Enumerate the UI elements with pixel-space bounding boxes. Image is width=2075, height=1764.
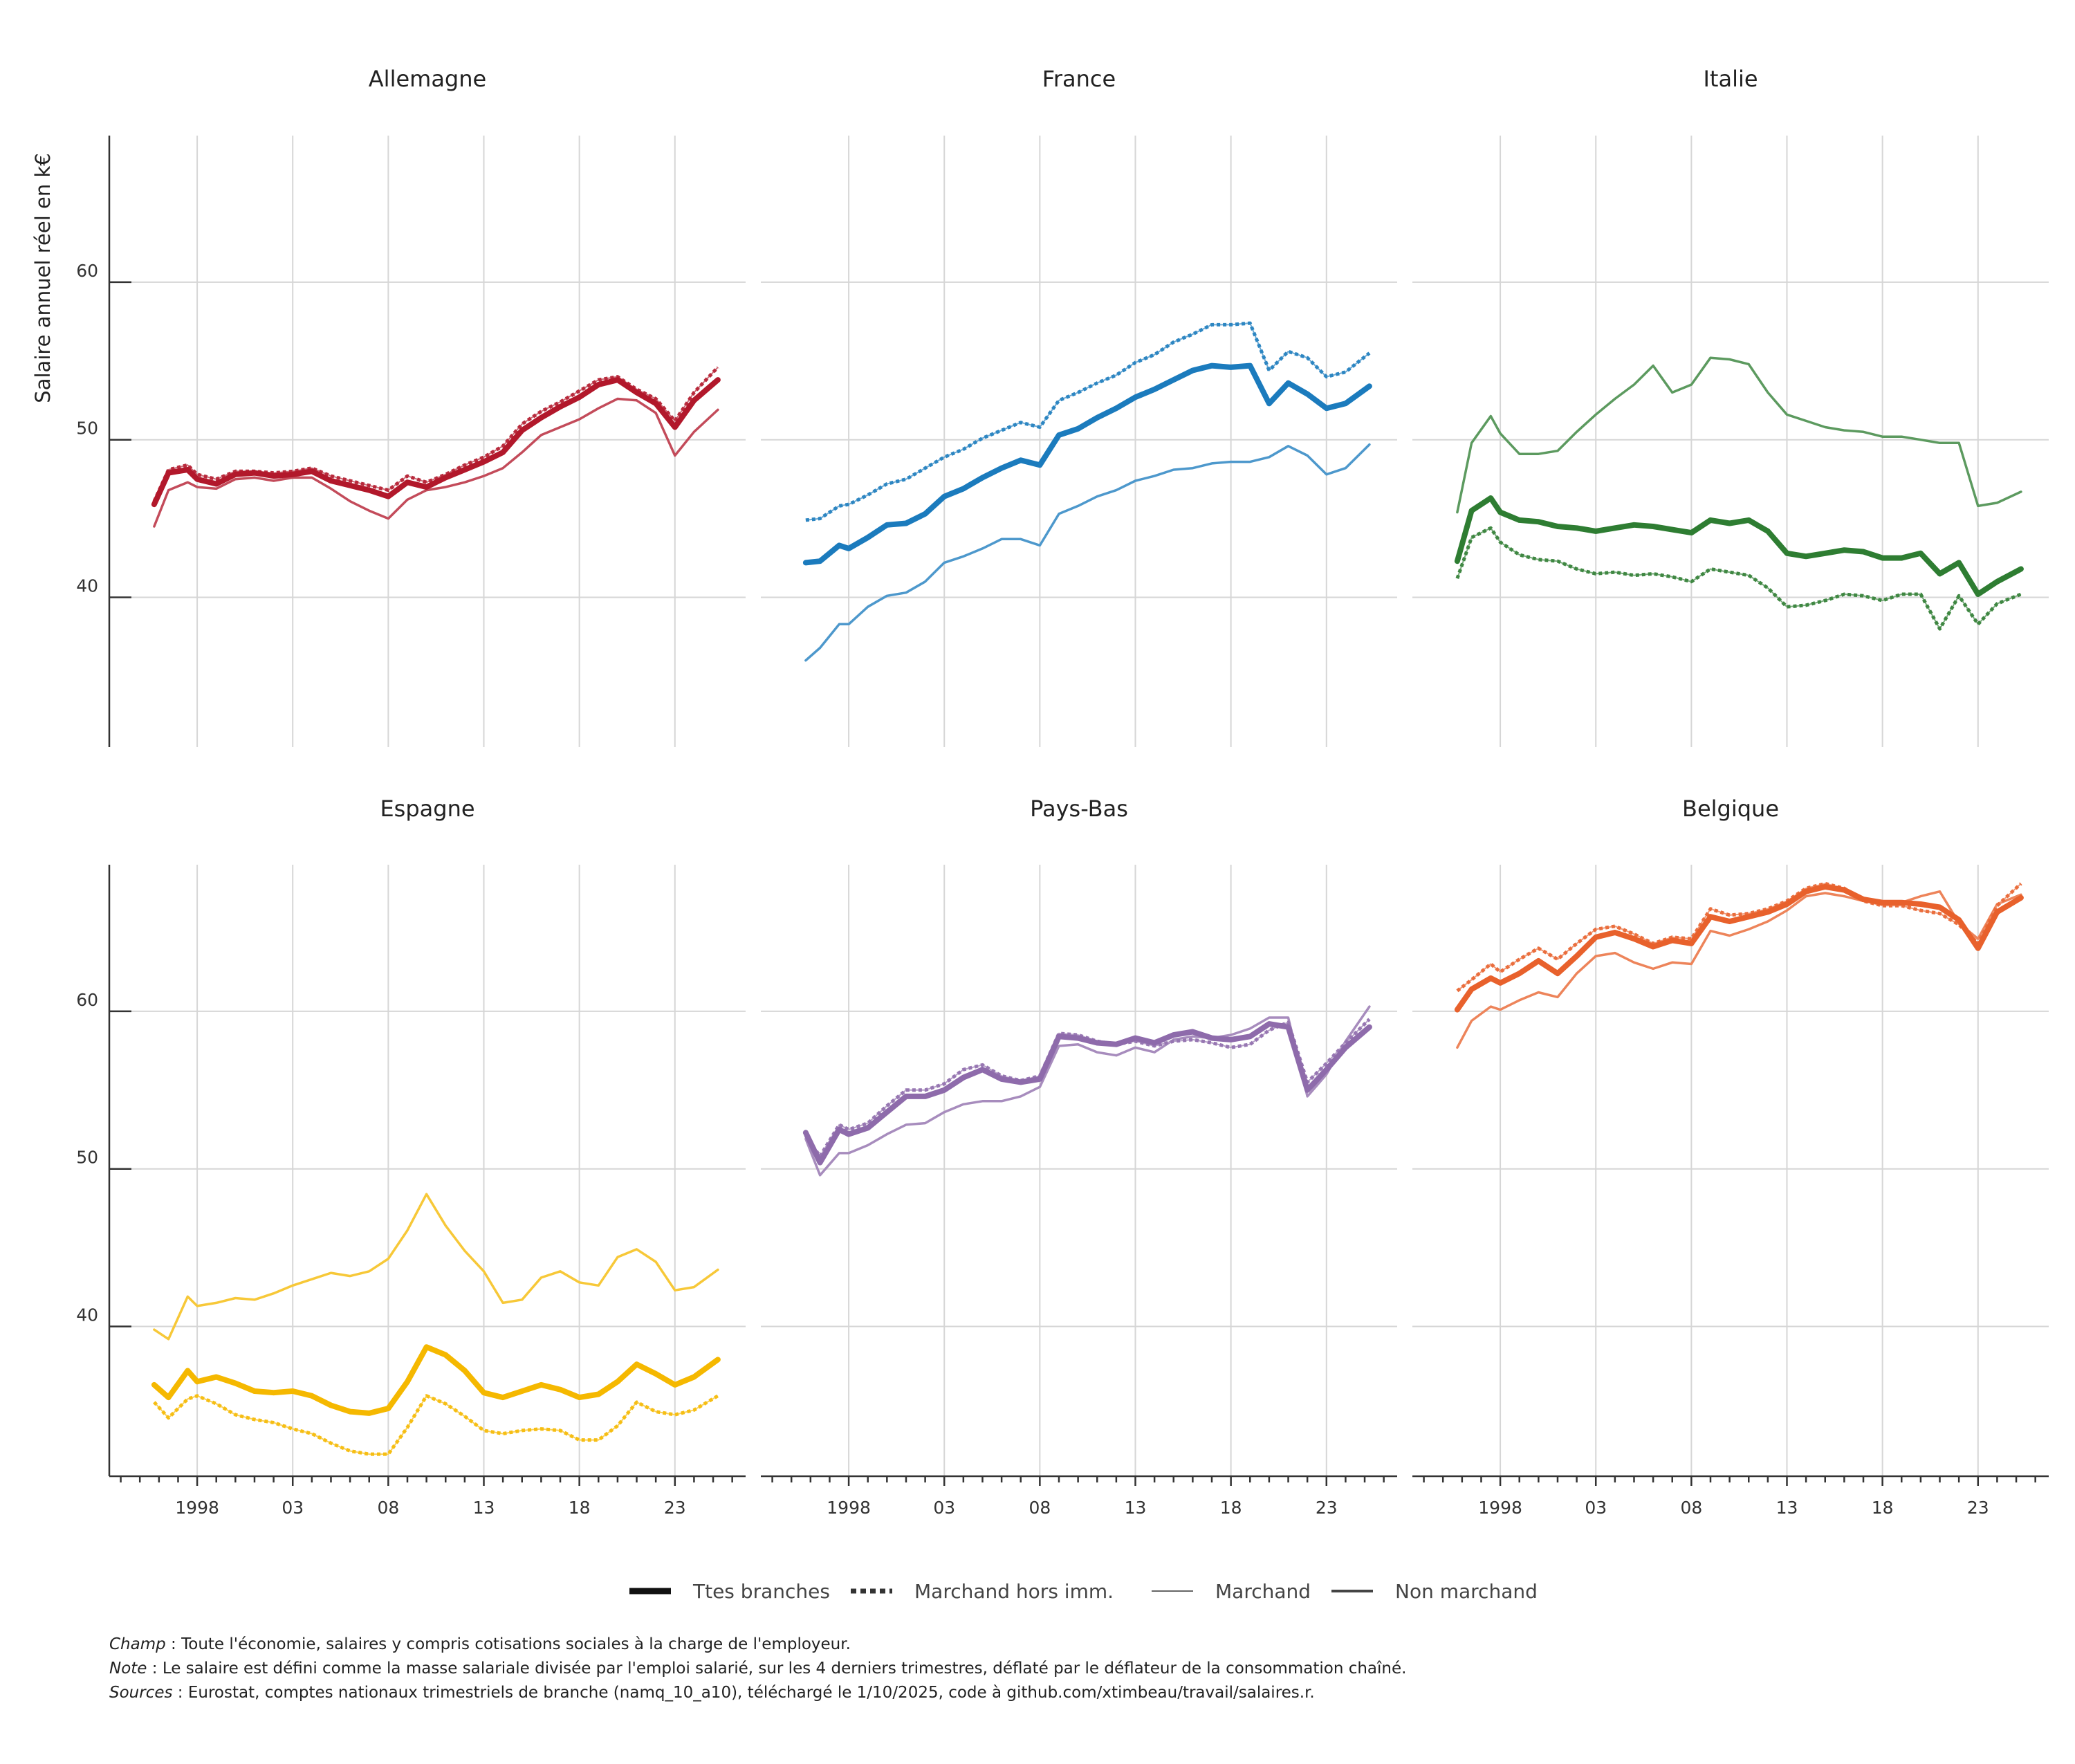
series-line-mhi-underlay (1457, 883, 2022, 992)
series-line-mhi-underlay (154, 1395, 719, 1455)
panel-pays-bas: Pays-Bas 1998 03 08 13 18 23 (761, 796, 1397, 1518)
x-tick-label: 13 (1125, 1498, 1147, 1518)
series-line-ttes (802, 1021, 1372, 1166)
legend-label-ttes: Ttes branches (692, 1580, 830, 1603)
series-line-mar (804, 1005, 1371, 1177)
panel-italie: Italie (1412, 66, 2049, 747)
legend-label-mhi: Marchand hors imm. (914, 1580, 1114, 1603)
x-tick-label: 23 (1316, 1498, 1338, 1518)
series-line-mhi (805, 321, 1371, 522)
legend-item-nm: Non marchand (1331, 1580, 1538, 1603)
x-tick-label: 08 (1680, 1498, 1702, 1518)
footnotes: Champ : Toute l'économie, salaires y com… (109, 1633, 2046, 1705)
series-line-mhi (1456, 881, 2022, 993)
panel-belgique: Belgique 1998 03 08 13 18 23 (1412, 796, 2049, 1518)
x-tick-label: 1998 (1478, 1498, 1522, 1518)
series-line-ttes (1454, 495, 2024, 597)
panel-title: Allemagne (369, 66, 486, 92)
legend-label-mar: Marchand (1215, 1580, 1311, 1603)
y-axis-label: Salaire annuel réel en k€ (31, 153, 55, 403)
x-tick-label: 08 (1029, 1498, 1051, 1518)
legend: Ttes branches Marchand hors imm. Marchand N… (629, 1580, 1538, 1603)
x-tick-label: 13 (1776, 1498, 1798, 1518)
x-tick-label: 1998 (175, 1498, 219, 1518)
series-line-ttes (151, 1344, 721, 1416)
y-tick-label: 50 (76, 419, 98, 439)
series-line-mhi (804, 1018, 1371, 1158)
x-tick-label: 03 (933, 1498, 955, 1518)
panel-espagne: Espagne 40 50 60 1998 03 08 13 18 23 (76, 796, 746, 1518)
y-tick-label: 60 (76, 261, 98, 281)
series-line-mar (804, 443, 1371, 662)
series-line-mar (1456, 890, 2022, 1049)
panel-title: Italie (1703, 66, 1758, 92)
series-line-mhi-underlay (1456, 527, 2022, 631)
x-tick-label: 23 (1967, 1498, 1989, 1518)
footnote-sources: Sources : Eurostat, comptes nationaux tr… (109, 1684, 1315, 1702)
series-line-ttes (1454, 883, 2024, 1013)
series-line-mar (1456, 356, 2022, 514)
panel-title: France (1042, 66, 1116, 92)
x-tick-label: 08 (377, 1498, 399, 1518)
series-line-mhi (152, 366, 719, 502)
x-tick-label: 13 (473, 1498, 495, 1518)
x-tick-label: 18 (1220, 1498, 1242, 1518)
x-tick-label: 03 (282, 1498, 304, 1518)
x-tick-label: 03 (1585, 1498, 1607, 1518)
x-tick-label: 18 (569, 1498, 591, 1518)
footnote-champ: Champ : Toute l'économie, salaires y com… (109, 1635, 851, 1653)
y-tick-label: 40 (76, 576, 98, 596)
series-line-mhi (1455, 526, 2022, 631)
series-line-mhi (153, 1394, 719, 1456)
series-line-mar (153, 1193, 719, 1341)
y-tick-label: 50 (76, 1148, 98, 1168)
series-line-ttes (151, 377, 721, 508)
x-tick-label: 1998 (827, 1498, 871, 1518)
legend-label-nm: Non marchand (1395, 1580, 1538, 1603)
panel-title: Espagne (380, 796, 474, 822)
panel-title: Belgique (1682, 796, 1779, 822)
footnote-note: Note : Le salaire est défini comme la ma… (109, 1660, 1407, 1678)
legend-item-ttes: Ttes branches (629, 1580, 830, 1603)
panels-layer: Allemagne 40 50 60 France Italie Espagne 40 50 60… (76, 66, 2049, 1518)
panel-france: France (761, 66, 1397, 747)
legend-item-mar: Marchand (1152, 1580, 1311, 1603)
x-tick-label: 23 (664, 1498, 686, 1518)
x-tick-label: 18 (1872, 1498, 1894, 1518)
panel-allemagne: Allemagne 40 50 60 (76, 66, 746, 747)
series-line-mar (153, 397, 719, 528)
y-tick-label: 60 (76, 990, 98, 1010)
y-tick-label: 40 (76, 1305, 98, 1325)
series-line-ttes (802, 362, 1372, 566)
legend-item-mhi: Marchand hors imm. (851, 1580, 1114, 1603)
panel-title: Pays-Bas (1030, 796, 1128, 822)
